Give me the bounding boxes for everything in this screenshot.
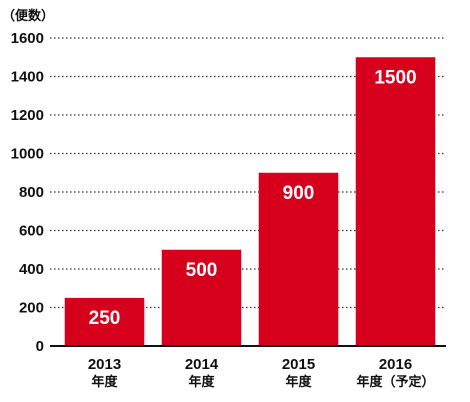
bar-value-label: 250 [89, 308, 121, 329]
y-tick-label: 1600 [11, 30, 44, 47]
x-category-label: 2015 [282, 356, 315, 373]
y-axis-unit-label: （便数） [2, 8, 54, 24]
bar-value-label: 500 [186, 260, 218, 281]
bar-2014 [161, 249, 242, 346]
x-category-label: 2014 [185, 356, 219, 373]
y-tick-label: 0 [36, 338, 44, 355]
y-tick-label: 800 [19, 184, 44, 201]
y-axis-ticks: 0 200 400 600 800 1000 1200 1400 1600 [11, 30, 44, 355]
bar-2016 [355, 57, 436, 346]
x-category-sublabel: 年度（予定） [356, 374, 434, 390]
x-category-sublabel: 年度 [188, 374, 215, 390]
x-category-sublabel: 年度 [285, 374, 312, 390]
bar-value-label: 900 [283, 183, 315, 204]
y-tick-label: 400 [19, 261, 44, 278]
y-tick-label: 1400 [11, 69, 44, 86]
y-tick-label: 1200 [11, 107, 44, 124]
bar-2013 [64, 297, 145, 346]
x-category-label: 2013 [88, 356, 121, 373]
bar-value-label: 1500 [374, 67, 416, 88]
y-tick-label: 1000 [11, 146, 44, 163]
x-category-label: 2016 [379, 356, 412, 373]
bars: 250 500 900 1500 [64, 57, 436, 346]
x-category-sublabel: 年度 [91, 374, 118, 390]
bar-2015 [258, 172, 339, 346]
y-tick-label: 600 [19, 223, 44, 240]
y-tick-label: 200 [19, 300, 44, 317]
